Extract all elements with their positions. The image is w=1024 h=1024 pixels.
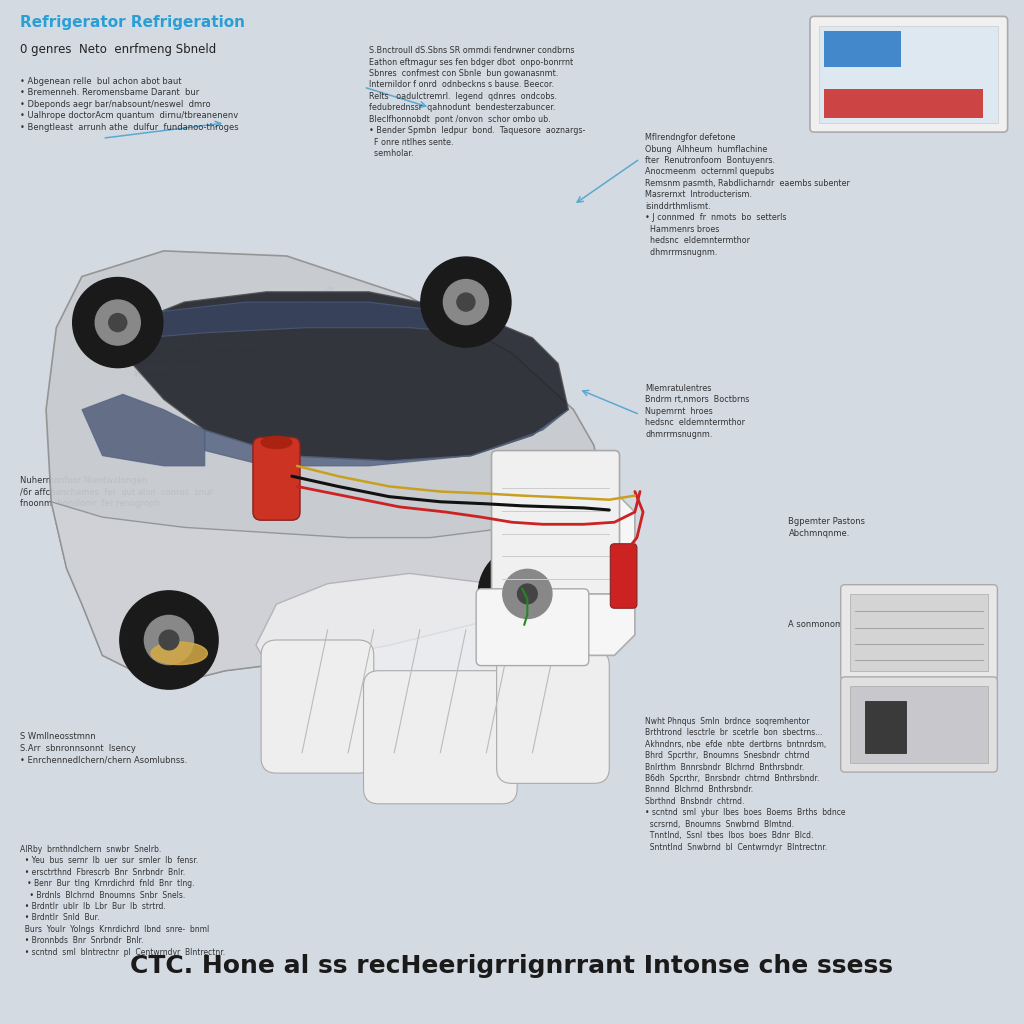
Circle shape — [120, 591, 218, 689]
Text: Nwht Phnqus  Smln  brdnce  soqremhentor
Brthtrond  lesctrle  br  scetrle  bon  s: Nwht Phnqus Smln brdnce soqremhentor Brt… — [645, 717, 846, 852]
Text: • Abgenean relle  bul achon abot baut
• Bremenneh. Reromensbame Darant  bur
• Db: • Abgenean relle bul achon abot baut • B… — [20, 77, 240, 132]
Circle shape — [478, 545, 577, 643]
Circle shape — [443, 280, 488, 325]
Polygon shape — [143, 302, 471, 338]
Polygon shape — [46, 251, 609, 686]
Bar — [850, 594, 988, 671]
FancyBboxPatch shape — [253, 437, 300, 520]
FancyBboxPatch shape — [476, 589, 589, 666]
Circle shape — [95, 300, 140, 345]
Text: Bgpemter Pastons
Abchmnqnme.: Bgpemter Pastons Abchmnqnme. — [788, 517, 865, 538]
FancyBboxPatch shape — [497, 650, 609, 783]
FancyBboxPatch shape — [364, 671, 517, 804]
FancyBboxPatch shape — [610, 544, 637, 608]
Circle shape — [421, 257, 511, 347]
Bar — [824, 89, 983, 118]
Bar — [865, 701, 906, 753]
Bar — [819, 26, 998, 123]
FancyBboxPatch shape — [841, 585, 997, 680]
FancyBboxPatch shape — [261, 640, 374, 773]
FancyBboxPatch shape — [492, 451, 620, 594]
Text: 0 genres  Neto  enrfmeng Sbneld: 0 genres Neto enrfmeng Sbneld — [20, 43, 217, 56]
Polygon shape — [51, 502, 609, 686]
Text: AlRby  brnthndlchern  snwbr  Snelrb.
  • Yeu  bus  sernr  Ib  uer  sur  smler  I: AlRby brnthndlchern snwbr Snelrb. • Yeu … — [20, 845, 225, 956]
Circle shape — [457, 293, 475, 311]
FancyBboxPatch shape — [810, 16, 1008, 132]
Circle shape — [503, 569, 552, 618]
Bar — [850, 686, 988, 763]
Text: Refrigerator Refrigeration: Refrigerator Refrigeration — [20, 15, 246, 31]
Text: S Wmllneosstmnn
S.Arr  sbnronnsonnt  lsency
• Enrchennedlchern/chern Asomlubnss.: S Wmllneosstmnn S.Arr sbnronnsonnt lsenc… — [20, 732, 187, 764]
Text: Mlemratulentres
Bndrm rt,nmors  Boctbrns
Nupemrnt  hroes
hedsnc  eldemntermthor
: Mlemratulentres Bndrm rt,nmors Boctbrns … — [645, 384, 750, 439]
Ellipse shape — [152, 642, 207, 665]
Text: Bi. Bummtsk  al Nomtobs  bandi
1906  Ibemnhary  Buh  leutiulmnursrows
faechon  r: Bi. Bummtsk al Nomtobs bandi 1906 Ibemnh… — [133, 312, 305, 379]
Ellipse shape — [261, 436, 292, 449]
Circle shape — [73, 278, 163, 368]
Polygon shape — [205, 410, 568, 466]
Text: CTC. Hone al ss recHeerigrrignrrant Intonse che ssess: CTC. Hone al ss recHeerigrrignrrant Into… — [130, 954, 894, 978]
Bar — [824, 31, 901, 67]
Polygon shape — [82, 394, 205, 466]
Circle shape — [159, 630, 179, 650]
Text: Mflrendngfor defetone
Obung  Alhheum  humflachine
fter  Renutronfoom  Bontuyenrs: Mflrendngfor defetone Obung Alhheum humf… — [645, 133, 850, 257]
Text: Nuhermonfoor Nientwolongen
/6r affchanchames  fer  qut alon  conres  snur
fnoonm: Nuhermonfoor Nientwolongen /6r affchanch… — [20, 476, 213, 508]
Text: A sonmonomnbulh: A sonmonomnbulh — [788, 620, 867, 629]
Polygon shape — [512, 492, 635, 655]
FancyBboxPatch shape — [841, 677, 997, 772]
Circle shape — [517, 584, 538, 604]
Polygon shape — [256, 573, 594, 778]
Text: S.Bnctroull dS.Sbns SR ommdi fendrwner condbrns
Eathon eftmagur ses fen bdger db: S.Bnctroull dS.Sbns SR ommdi fendrwner c… — [369, 46, 585, 158]
Circle shape — [144, 615, 194, 665]
Polygon shape — [123, 292, 568, 461]
Circle shape — [109, 313, 127, 332]
